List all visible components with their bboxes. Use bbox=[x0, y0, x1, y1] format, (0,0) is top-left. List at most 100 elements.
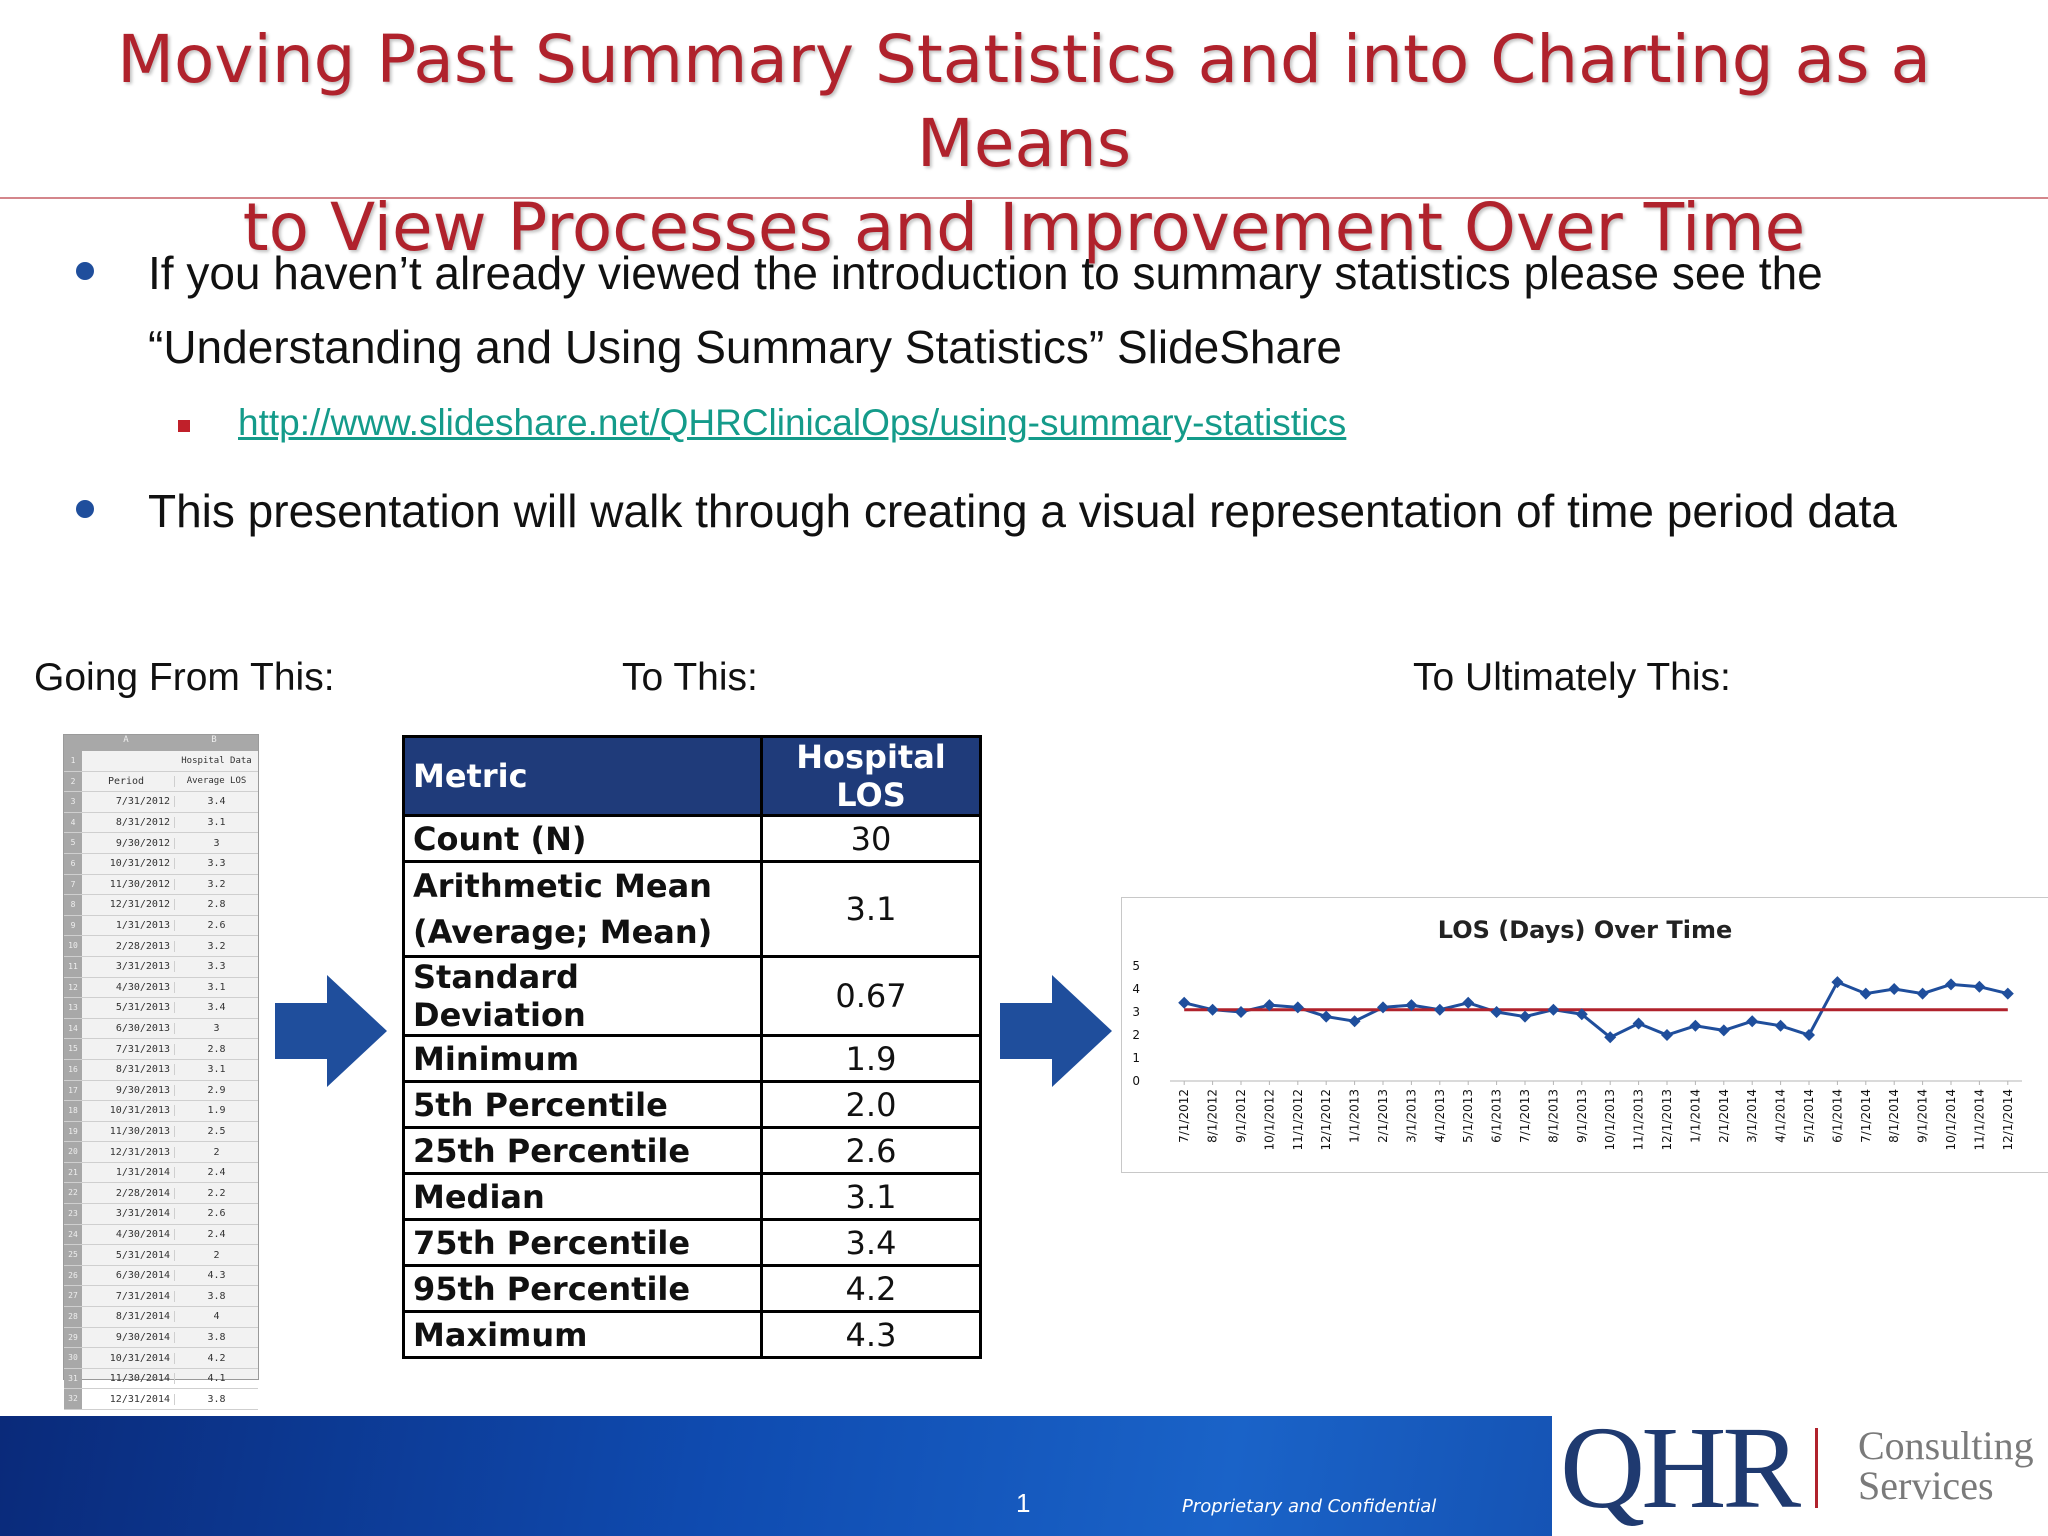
metric-value: 0.67 bbox=[760, 955, 982, 1037]
sheet-row-number: 19 bbox=[64, 1121, 82, 1142]
sheet-row: 21 1/31/2014 2.4 bbox=[64, 1162, 258, 1184]
sheet-cell-value: 4 bbox=[213, 1311, 220, 1323]
x-tick-label: 1/1/2014 bbox=[1688, 1089, 1702, 1143]
sheet-row: 29 9/30/2014 3.8 bbox=[64, 1327, 258, 1349]
sheet-cell-value: 2 bbox=[213, 1249, 220, 1261]
sheet-row-number: 10 bbox=[64, 936, 82, 956]
sheet-cell-period: 6/30/2014 bbox=[82, 1270, 175, 1282]
sheet-cell-period: 2/28/2013 bbox=[82, 940, 175, 952]
x-tick-label: 10/1/2014 bbox=[1944, 1089, 1958, 1151]
data-point-marker bbox=[1547, 1003, 1560, 1016]
metric-label: Minimum bbox=[402, 1034, 763, 1083]
caption-to-this: To This: bbox=[622, 656, 758, 699]
y-tick-label: 3 bbox=[1132, 1005, 1140, 1019]
data-point-marker bbox=[1377, 1001, 1389, 1014]
data-point-marker bbox=[1490, 1006, 1503, 1018]
qhr-logo: QHR bbox=[1560, 1402, 1801, 1533]
sheet-row-number: 9 bbox=[64, 915, 82, 936]
sheet-cell-value: 1.9 bbox=[207, 1105, 226, 1117]
sheet-cell-period: 7/31/2014 bbox=[82, 1290, 175, 1302]
x-tick-label: 9/1/2012 bbox=[1234, 1089, 1248, 1143]
title-line-2: to View Processes and Improvement Over T… bbox=[242, 189, 1806, 266]
sheet-cell-value: 2.9 bbox=[207, 1084, 226, 1096]
sheet-row-number: 6 bbox=[64, 853, 82, 874]
table-row: 75th Percentile 3.4 bbox=[402, 1218, 982, 1267]
sheet-row-number: 25 bbox=[64, 1245, 82, 1265]
sheet-cell-value: 3.8 bbox=[207, 1393, 226, 1405]
sheet-cell-period: 3/31/2013 bbox=[82, 961, 175, 973]
y-tick-label: 1 bbox=[1132, 1051, 1140, 1065]
metric-label: 5th Percentile bbox=[402, 1080, 763, 1129]
sheet-row: 17 9/30/2013 2.9 bbox=[64, 1080, 258, 1102]
sheet-cell-value: 2.6 bbox=[207, 920, 226, 932]
sheet-cell-period: 4/30/2014 bbox=[82, 1228, 175, 1240]
metric-value: 2.6 bbox=[760, 1126, 982, 1175]
sheet-row: 10 2/28/2013 3.2 bbox=[64, 936, 258, 957]
sheet-row-number: 21 bbox=[64, 1162, 82, 1183]
sheet-row-number: 8 bbox=[64, 895, 82, 915]
x-tick-label: 5/1/2014 bbox=[1802, 1089, 1816, 1143]
sheet-row: 8 12/31/2012 2.8 bbox=[64, 895, 258, 916]
sheet-cell-period: 6/30/2013 bbox=[82, 1023, 175, 1035]
sheet-cell-period: 1/31/2013 bbox=[82, 920, 175, 932]
data-point-marker bbox=[1803, 1029, 1815, 1041]
sheet-row-number: 14 bbox=[64, 1018, 82, 1039]
x-tick-label: 3/1/2013 bbox=[1404, 1089, 1418, 1143]
sheet-cell-value: 2.4 bbox=[207, 1228, 226, 1240]
sheet-cell-value: 2.2 bbox=[207, 1187, 226, 1199]
sheet-cell-value: 2.6 bbox=[207, 1208, 226, 1220]
sheet-row-number: 24 bbox=[64, 1224, 82, 1245]
sheet-cell-period: 8/31/2014 bbox=[82, 1311, 175, 1323]
page-number: 1 bbox=[1016, 1488, 1031, 1518]
metric-value: 3.1 bbox=[760, 1172, 982, 1221]
sheet-cell-value: 2.4 bbox=[207, 1167, 226, 1179]
sheet-cell-period: 7/31/2012 bbox=[82, 796, 175, 808]
sheet-col-a: A bbox=[123, 735, 129, 745]
sheet-cell-value: 2.5 bbox=[207, 1125, 226, 1137]
slideshare-link[interactable]: http://www.slideshare.net/QHRClinicalOps… bbox=[238, 402, 1347, 443]
summary-statistics-table: Metric Hospital LOS Count (N) 30 Arithmeti… bbox=[402, 735, 982, 1359]
table-row: Standard Deviation 0.67 bbox=[402, 955, 982, 1037]
sheet-row: 18 10/31/2013 1.9 bbox=[64, 1101, 258, 1122]
data-point-marker bbox=[1348, 1015, 1361, 1028]
logo-line-2: Services bbox=[1858, 1463, 1994, 1508]
sheet-row: 19 11/30/2013 2.5 bbox=[64, 1121, 258, 1143]
logo-line-1: Consulting bbox=[1858, 1423, 2034, 1468]
sheet-row: 25 5/31/2014 2 bbox=[64, 1245, 258, 1266]
sheet-row-number: 4 bbox=[64, 812, 82, 833]
sheet-cell-value: 3.2 bbox=[207, 878, 226, 890]
data-point-marker bbox=[1632, 1017, 1645, 1030]
data-point-marker bbox=[1206, 1003, 1219, 1016]
sheet-cell-value: 3 bbox=[213, 1023, 220, 1035]
x-tick-label: 1/1/2013 bbox=[1348, 1089, 1362, 1143]
sheet-row: 14 6/30/2013 3 bbox=[64, 1018, 258, 1040]
x-tick-label: 8/1/2014 bbox=[1887, 1089, 1901, 1143]
title-line-1: Moving Past Summary Statistics and into … bbox=[117, 21, 1931, 182]
sheet-row: 4 8/31/2012 3.1 bbox=[64, 812, 258, 834]
x-tick-label: 4/1/2013 bbox=[1433, 1089, 1447, 1143]
sheet-row-number: 5 bbox=[64, 833, 82, 853]
metric-value: 30 bbox=[760, 814, 982, 863]
metric-value: 4.3 bbox=[760, 1310, 982, 1359]
logo-tagline: Consulting Services bbox=[1858, 1426, 2034, 1506]
sheet-row-number: 12 bbox=[64, 977, 82, 998]
x-tick-label: 8/1/2012 bbox=[1206, 1089, 1220, 1143]
sheet-row: 26 6/30/2014 4.3 bbox=[64, 1265, 258, 1287]
sheet-cell-value: 2.8 bbox=[207, 1043, 226, 1055]
data-point-marker bbox=[1320, 1010, 1333, 1023]
logo-divider bbox=[1815, 1428, 1818, 1508]
data-point-marker bbox=[2001, 987, 2014, 1000]
x-tick-label: 5/1/2013 bbox=[1461, 1089, 1475, 1143]
data-point-marker bbox=[1888, 983, 1901, 995]
sheet-row: 9 1/31/2013 2.6 bbox=[64, 915, 258, 937]
sheet-cell-period: 12/31/2014 bbox=[82, 1393, 175, 1405]
y-tick-label: 2 bbox=[1132, 1028, 1140, 1042]
sheet-row: 23 3/31/2014 2.6 bbox=[64, 1204, 258, 1225]
x-tick-label: 11/1/2013 bbox=[1632, 1089, 1646, 1151]
sheet-cell-period: 8/31/2012 bbox=[82, 817, 175, 829]
sheet-cell-value: 4.1 bbox=[207, 1373, 226, 1385]
sheet-cell-period: 3/31/2014 bbox=[82, 1208, 175, 1220]
sheet-row-number: 32 bbox=[64, 1389, 82, 1409]
table-header-metric: Metric bbox=[402, 735, 763, 817]
sheet-row-number: 15 bbox=[64, 1039, 82, 1059]
